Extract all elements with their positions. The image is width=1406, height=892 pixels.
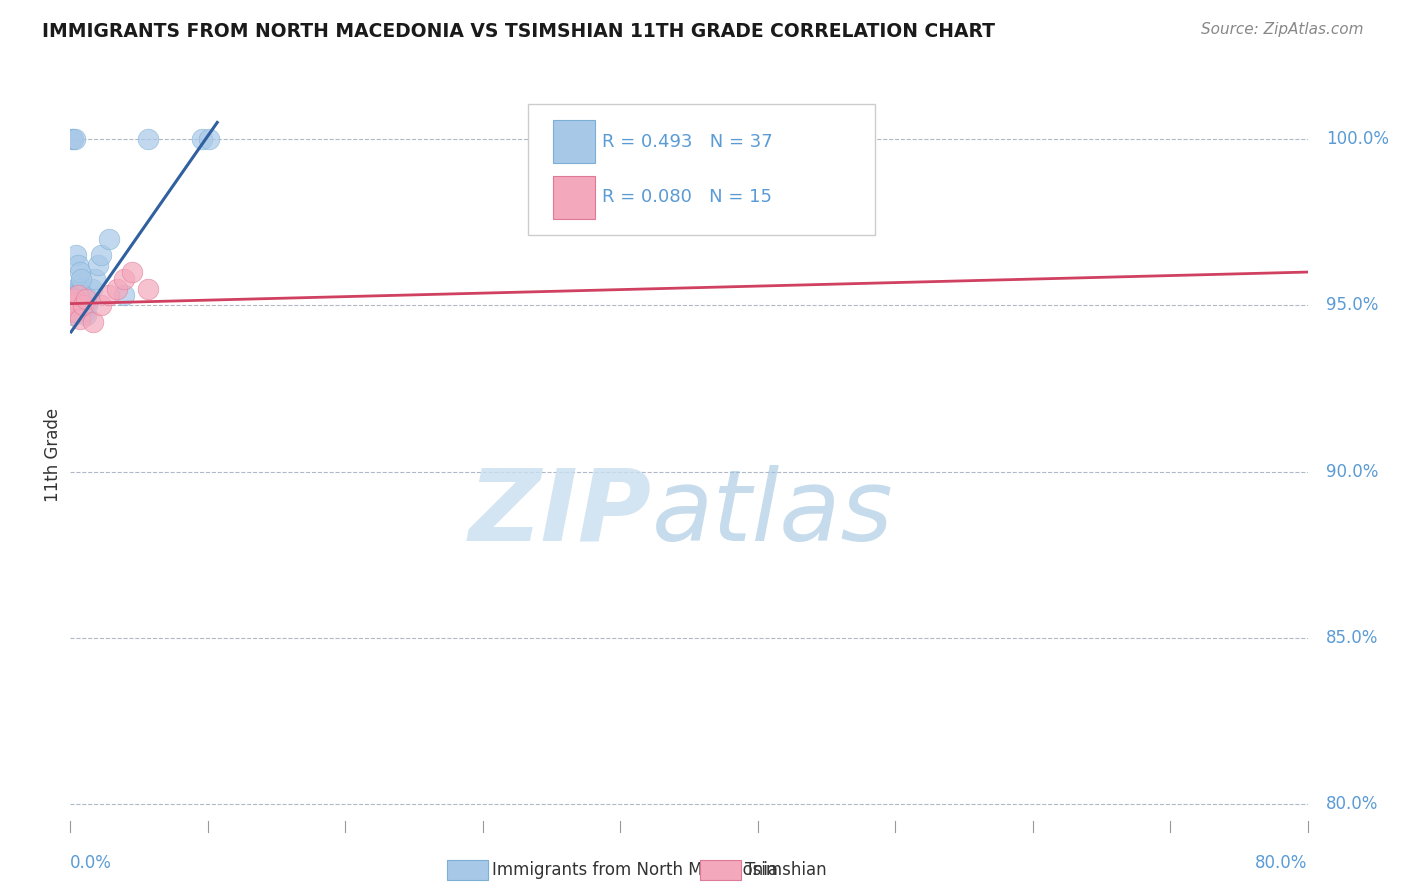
- Point: [67, 288, 90, 302]
- Point: [191, 132, 214, 146]
- Point: [65, 288, 87, 302]
- Point: [62, 298, 84, 312]
- Point: [67, 282, 90, 296]
- FancyBboxPatch shape: [529, 103, 875, 235]
- Text: 95.0%: 95.0%: [1326, 296, 1378, 314]
- Point: [63, 292, 86, 306]
- Y-axis label: 11th Grade: 11th Grade: [44, 408, 62, 502]
- Point: [114, 288, 135, 302]
- Point: [69, 311, 91, 326]
- Text: 85.0%: 85.0%: [1326, 629, 1378, 647]
- Text: 80.0%: 80.0%: [1256, 854, 1308, 871]
- Point: [69, 285, 91, 299]
- Point: [73, 305, 96, 319]
- Point: [70, 288, 93, 302]
- Point: [60, 298, 83, 312]
- Point: [72, 298, 94, 312]
- Point: [70, 292, 93, 306]
- Point: [80, 282, 103, 296]
- Point: [65, 248, 87, 262]
- Point: [63, 132, 86, 146]
- Point: [70, 271, 93, 285]
- Point: [82, 315, 105, 329]
- Point: [84, 271, 107, 285]
- Point: [87, 259, 110, 273]
- Point: [73, 301, 96, 316]
- Text: 80.0%: 80.0%: [1326, 795, 1378, 813]
- Text: 90.0%: 90.0%: [1326, 463, 1378, 481]
- Text: Source: ZipAtlas.com: Source: ZipAtlas.com: [1201, 22, 1364, 37]
- Point: [136, 282, 159, 296]
- Text: ZIP: ZIP: [468, 465, 652, 562]
- Point: [69, 265, 91, 279]
- Point: [105, 282, 128, 296]
- FancyBboxPatch shape: [553, 120, 595, 163]
- Point: [72, 298, 94, 312]
- Point: [63, 295, 86, 310]
- Text: Immigrants from North Macedonia: Immigrants from North Macedonia: [492, 861, 778, 879]
- FancyBboxPatch shape: [553, 176, 595, 219]
- Text: atlas: atlas: [652, 465, 893, 562]
- Point: [75, 308, 97, 322]
- Point: [62, 308, 84, 322]
- Point: [76, 298, 98, 312]
- Point: [66, 285, 89, 299]
- Point: [98, 232, 120, 246]
- Point: [72, 295, 94, 310]
- Point: [67, 259, 90, 273]
- Point: [136, 132, 159, 146]
- Text: R = 0.080   N = 15: R = 0.080 N = 15: [602, 188, 772, 206]
- Point: [69, 282, 91, 296]
- Point: [67, 278, 90, 293]
- Point: [60, 132, 83, 146]
- Text: 0.0%: 0.0%: [70, 854, 112, 871]
- Point: [98, 288, 120, 302]
- Point: [63, 301, 86, 316]
- Point: [75, 292, 97, 306]
- Text: 100.0%: 100.0%: [1326, 130, 1389, 148]
- Point: [77, 292, 100, 306]
- Point: [62, 295, 84, 310]
- Point: [198, 132, 221, 146]
- Point: [114, 271, 135, 285]
- Point: [90, 248, 112, 262]
- Point: [90, 298, 112, 312]
- Point: [65, 305, 87, 319]
- Point: [65, 292, 87, 306]
- Point: [60, 305, 83, 319]
- Point: [121, 265, 143, 279]
- Text: IMMIGRANTS FROM NORTH MACEDONIA VS TSIMSHIAN 11TH GRADE CORRELATION CHART: IMMIGRANTS FROM NORTH MACEDONIA VS TSIMS…: [42, 22, 995, 41]
- Text: Tsimshian: Tsimshian: [745, 861, 827, 879]
- Point: [62, 132, 84, 146]
- Text: R = 0.493   N = 37: R = 0.493 N = 37: [602, 133, 773, 151]
